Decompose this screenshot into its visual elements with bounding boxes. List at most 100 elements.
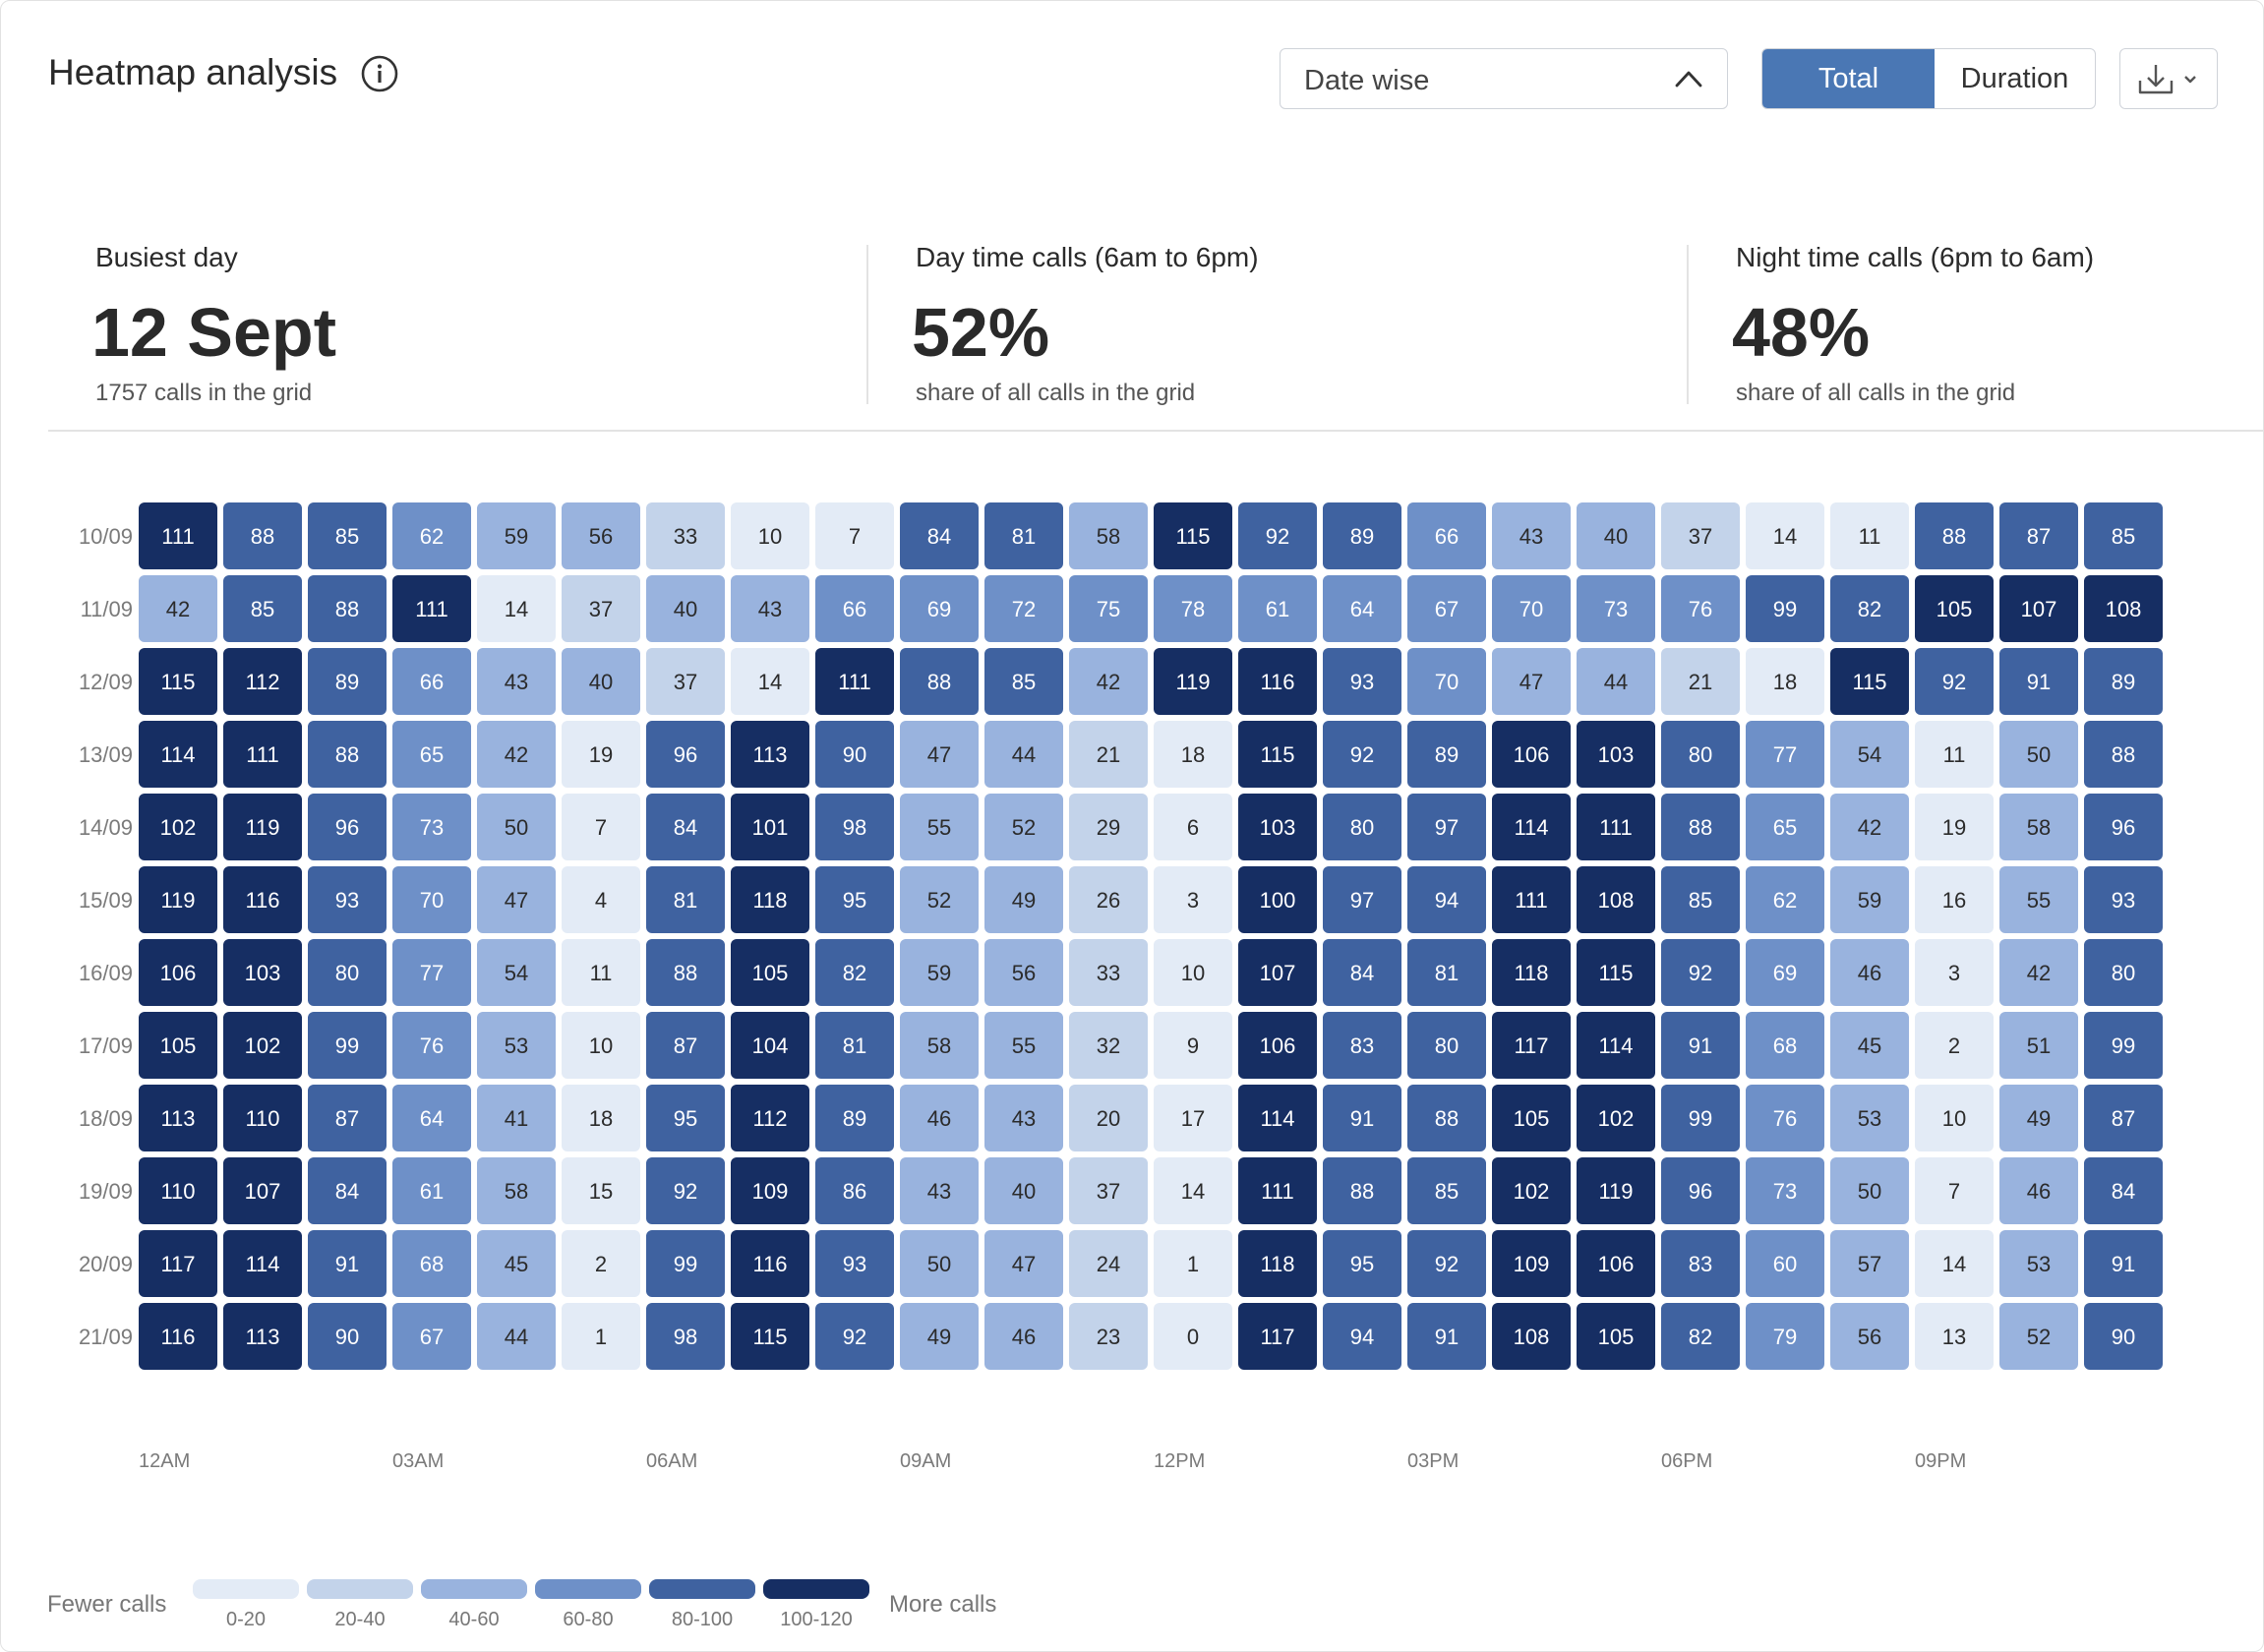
heatmap-cell[interactable]: 7 <box>1915 1157 1994 1224</box>
heatmap-cell[interactable]: 80 <box>1661 721 1740 788</box>
heatmap-cell[interactable]: 93 <box>2084 866 2163 933</box>
heatmap-cell[interactable]: 21 <box>1069 721 1148 788</box>
heatmap-cell[interactable]: 87 <box>1999 502 2078 569</box>
heatmap-cell[interactable]: 54 <box>1830 721 1909 788</box>
heatmap-cell[interactable]: 107 <box>1999 575 2078 642</box>
heatmap-cell[interactable]: 37 <box>562 575 640 642</box>
heatmap-cell[interactable]: 113 <box>223 1303 302 1370</box>
heatmap-cell[interactable]: 88 <box>223 502 302 569</box>
heatmap-cell[interactable]: 94 <box>1323 1303 1401 1370</box>
heatmap-cell[interactable]: 7 <box>815 502 894 569</box>
heatmap-cell[interactable]: 87 <box>646 1012 725 1079</box>
heatmap-cell[interactable]: 103 <box>1238 794 1317 860</box>
heatmap-cell[interactable]: 62 <box>1746 866 1824 933</box>
heatmap-cell[interactable]: 45 <box>477 1230 556 1297</box>
heatmap-cell[interactable]: 93 <box>308 866 387 933</box>
heatmap-cell[interactable]: 55 <box>984 1012 1063 1079</box>
heatmap-cell[interactable]: 70 <box>392 866 471 933</box>
heatmap-cell[interactable]: 114 <box>1492 794 1571 860</box>
heatmap-cell[interactable]: 111 <box>815 648 894 715</box>
heatmap-cell[interactable]: 43 <box>900 1157 979 1224</box>
heatmap-cell[interactable]: 42 <box>1830 794 1909 860</box>
heatmap-cell[interactable]: 115 <box>1154 502 1232 569</box>
heatmap-cell[interactable]: 58 <box>1999 794 2078 860</box>
heatmap-cell[interactable]: 44 <box>1577 648 1655 715</box>
heatmap-cell[interactable]: 113 <box>731 721 809 788</box>
heatmap-cell[interactable]: 88 <box>1323 1157 1401 1224</box>
heatmap-cell[interactable]: 85 <box>984 648 1063 715</box>
heatmap-cell[interactable]: 17 <box>1154 1085 1232 1151</box>
heatmap-cell[interactable]: 66 <box>815 575 894 642</box>
heatmap-cell[interactable]: 56 <box>1830 1303 1909 1370</box>
heatmap-cell[interactable]: 115 <box>731 1303 809 1370</box>
heatmap-cell[interactable]: 114 <box>139 721 217 788</box>
heatmap-cell[interactable]: 88 <box>1915 502 1994 569</box>
heatmap-cell[interactable]: 4 <box>562 866 640 933</box>
heatmap-cell[interactable]: 81 <box>984 502 1063 569</box>
heatmap-cell[interactable]: 110 <box>139 1157 217 1224</box>
heatmap-cell[interactable]: 115 <box>1238 721 1317 788</box>
heatmap-cell[interactable]: 43 <box>1492 502 1571 569</box>
heatmap-cell[interactable]: 76 <box>1661 575 1740 642</box>
heatmap-cell[interactable]: 104 <box>731 1012 809 1079</box>
heatmap-cell[interactable]: 106 <box>1492 721 1571 788</box>
heatmap-cell[interactable]: 106 <box>1238 1012 1317 1079</box>
heatmap-cell[interactable]: 73 <box>1746 1157 1824 1224</box>
heatmap-cell[interactable]: 7 <box>562 794 640 860</box>
heatmap-cell[interactable]: 75 <box>1069 575 1148 642</box>
heatmap-cell[interactable]: 80 <box>308 939 387 1006</box>
heatmap-cell[interactable]: 105 <box>731 939 809 1006</box>
heatmap-cell[interactable]: 1 <box>562 1303 640 1370</box>
heatmap-cell[interactable]: 97 <box>1407 794 1486 860</box>
heatmap-cell[interactable]: 47 <box>1492 648 1571 715</box>
heatmap-cell[interactable]: 102 <box>1577 1085 1655 1151</box>
heatmap-cell[interactable]: 47 <box>984 1230 1063 1297</box>
heatmap-cell[interactable]: 16 <box>1915 866 1994 933</box>
heatmap-cell[interactable]: 117 <box>1492 1012 1571 1079</box>
heatmap-cell[interactable]: 23 <box>1069 1303 1148 1370</box>
heatmap-cell[interactable]: 105 <box>139 1012 217 1079</box>
heatmap-cell[interactable]: 3 <box>1915 939 1994 1006</box>
duration-toggle-button[interactable]: Duration <box>1960 62 2069 94</box>
heatmap-cell[interactable]: 114 <box>1238 1085 1317 1151</box>
heatmap-cell[interactable]: 90 <box>815 721 894 788</box>
heatmap-cell[interactable]: 81 <box>815 1012 894 1079</box>
heatmap-cell[interactable]: 108 <box>2084 575 2163 642</box>
heatmap-cell[interactable]: 117 <box>139 1230 217 1297</box>
heatmap-cell[interactable]: 91 <box>308 1230 387 1297</box>
heatmap-cell[interactable]: 45 <box>1830 1012 1909 1079</box>
heatmap-cell[interactable]: 14 <box>1154 1157 1232 1224</box>
heatmap-cell[interactable]: 47 <box>900 721 979 788</box>
heatmap-cell[interactable]: 102 <box>223 1012 302 1079</box>
heatmap-cell[interactable]: 84 <box>900 502 979 569</box>
heatmap-cell[interactable]: 96 <box>1661 1157 1740 1224</box>
heatmap-cell[interactable]: 119 <box>223 794 302 860</box>
heatmap-cell[interactable]: 88 <box>646 939 725 1006</box>
heatmap-cell[interactable]: 89 <box>308 648 387 715</box>
heatmap-cell[interactable]: 42 <box>1999 939 2078 1006</box>
heatmap-cell[interactable]: 79 <box>1746 1303 1824 1370</box>
heatmap-cell[interactable]: 118 <box>1238 1230 1317 1297</box>
heatmap-cell[interactable]: 106 <box>1577 1230 1655 1297</box>
heatmap-cell[interactable]: 113 <box>139 1085 217 1151</box>
heatmap-cell[interactable]: 56 <box>984 939 1063 1006</box>
heatmap-cell[interactable]: 70 <box>1407 648 1486 715</box>
heatmap-cell[interactable]: 29 <box>1069 794 1148 860</box>
heatmap-cell[interactable]: 88 <box>900 648 979 715</box>
heatmap-cell[interactable]: 82 <box>1661 1303 1740 1370</box>
heatmap-cell[interactable]: 43 <box>477 648 556 715</box>
heatmap-cell[interactable]: 0 <box>1154 1303 1232 1370</box>
heatmap-cell[interactable]: 119 <box>139 866 217 933</box>
heatmap-cell[interactable]: 83 <box>1323 1012 1401 1079</box>
heatmap-cell[interactable]: 50 <box>900 1230 979 1297</box>
heatmap-cell[interactable]: 14 <box>1915 1230 1994 1297</box>
heatmap-cell[interactable]: 115 <box>1577 939 1655 1006</box>
heatmap-cell[interactable]: 83 <box>1661 1230 1740 1297</box>
heatmap-cell[interactable]: 47 <box>477 866 556 933</box>
heatmap-cell[interactable]: 55 <box>900 794 979 860</box>
heatmap-cell[interactable]: 93 <box>815 1230 894 1297</box>
heatmap-cell[interactable]: 65 <box>1746 794 1824 860</box>
heatmap-cell[interactable]: 95 <box>815 866 894 933</box>
heatmap-cell[interactable]: 80 <box>1407 1012 1486 1079</box>
heatmap-cell[interactable]: 64 <box>1323 575 1401 642</box>
